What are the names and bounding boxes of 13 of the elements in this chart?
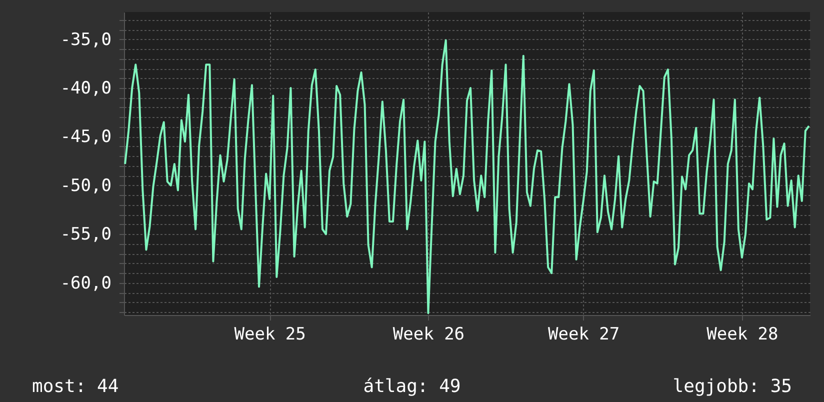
y-tick-label: -35,0 (60, 30, 112, 50)
y-tick-label: -55,0 (60, 224, 112, 245)
text: most: 44 (32, 376, 119, 397)
y-tick-label: -45,0 (60, 127, 112, 148)
text: átlag: 49 (363, 376, 461, 397)
text: legjobb: 35 (672, 376, 792, 397)
y-tick-label: -50,0 (60, 176, 112, 196)
y-tick-label: -40,0 (60, 78, 112, 98)
x-tick-label: Week 28 (706, 324, 778, 344)
x-tick-label: Week 25 (234, 324, 306, 344)
x-tick-label: Week 26 (392, 324, 465, 344)
y-tick-label: -60,0 (60, 273, 112, 294)
x-tick-label: Week 27 (548, 324, 620, 344)
